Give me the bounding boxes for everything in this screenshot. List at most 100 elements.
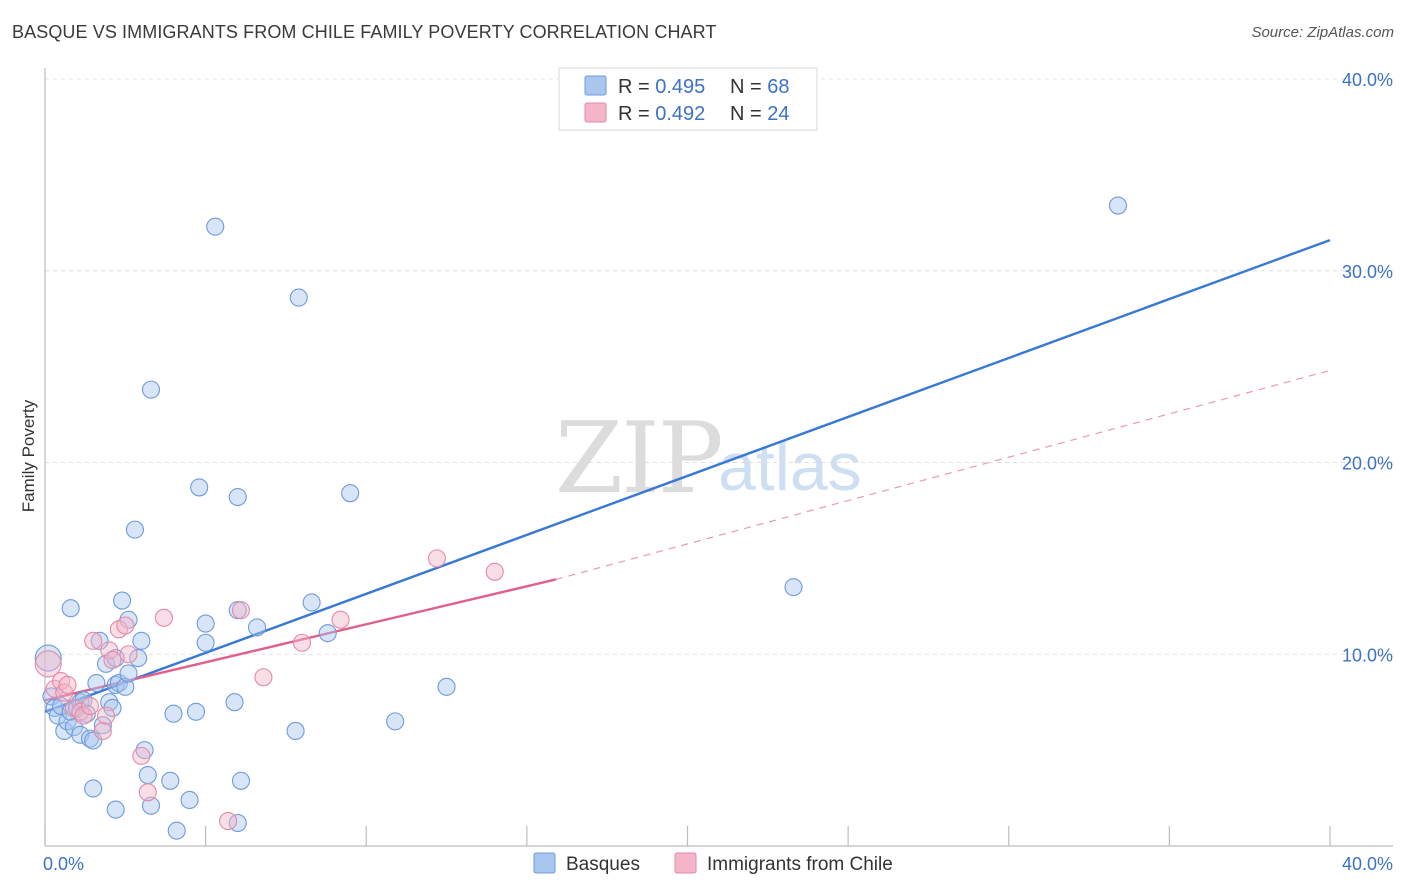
point-chile: [93, 721, 112, 741]
point-basques: [84, 779, 103, 798]
point-basques: [113, 591, 132, 610]
x-tick-label: 40.0%: [1342, 854, 1393, 874]
point-basques: [125, 520, 144, 539]
point-basques: [119, 664, 138, 683]
point-basques: [61, 599, 80, 618]
point-basques: [231, 771, 251, 790]
point-basques: [318, 624, 337, 643]
bottom-legend-swatch-basques: [533, 852, 556, 874]
point-chile: [331, 610, 350, 629]
point-basques: [132, 631, 151, 650]
legend-swatch-basques: [584, 75, 607, 96]
gridlines: [45, 78, 1393, 655]
point-basques: [93, 716, 112, 735]
legend-n-value-basques: 68: [767, 76, 789, 98]
legend-r-value-chile: 0.492: [655, 103, 705, 125]
legend-r-label-basques: R =: [618, 76, 655, 98]
point-basques: [164, 704, 183, 723]
point-basques: [84, 731, 103, 750]
point-basques: [141, 796, 161, 815]
legend-n-basques: N = 68: [730, 76, 790, 98]
legend-r-value-basques: 0.495: [655, 76, 705, 98]
point-basques: [161, 771, 180, 790]
watermark-atlas: atlas: [718, 429, 862, 505]
trend-line-basques: [44, 238, 1331, 713]
point-chile: [154, 608, 173, 627]
bottom-legend-label-chile: Immigrants from Chile: [707, 854, 893, 875]
bottom-legend-swatch-chile: [674, 852, 697, 874]
point-chile: [74, 706, 93, 725]
y-tick-label: 30.0%: [1342, 262, 1393, 282]
point-basques: [437, 677, 456, 696]
point-chile: [34, 650, 62, 678]
data-points: [34, 196, 1128, 840]
legend-r-label-chile: R =: [618, 103, 655, 125]
point-chile: [292, 633, 312, 652]
point-chile: [80, 696, 100, 716]
legend-swatch-chile: [584, 102, 607, 123]
legend-n-value-chile: 24: [767, 103, 789, 125]
point-chile: [485, 562, 504, 581]
chart-title: BASQUE VS IMMIGRANTS FROM CHILE FAMILY P…: [12, 22, 717, 42]
point-basques: [784, 578, 803, 597]
point-basques: [341, 484, 360, 503]
point-basques: [196, 633, 215, 652]
point-chile: [254, 668, 273, 687]
point-basques: [103, 698, 122, 717]
legend-n-chile: N = 24: [730, 103, 790, 125]
y-tick-label: 10.0%: [1342, 645, 1393, 665]
point-basques: [190, 478, 209, 497]
x-tick-label: 0.0%: [43, 854, 84, 874]
tick-labels: 10.0% 20.0% 30.0% 40.0% 0.0% 40.0%: [43, 70, 1393, 874]
source-label: Source: ZipAtlas.com: [1251, 24, 1394, 41]
point-chile: [58, 675, 77, 694]
watermark-zip: ZIP: [555, 402, 722, 516]
bottom-legend-label-basques: Basques: [566, 854, 640, 875]
legend-n-label-basques: N =: [730, 76, 767, 98]
point-basques: [225, 693, 244, 712]
point-basques: [106, 800, 125, 819]
point-basques: [228, 487, 247, 507]
top-legend: R = 0.495 N = 68 R = 0.492 N = 24: [558, 67, 818, 131]
point-basques: [386, 712, 405, 731]
y-tick-label: 20.0%: [1342, 454, 1393, 474]
y-tick-label: 40.0%: [1342, 70, 1393, 90]
point-chile: [231, 601, 251, 620]
point-basques: [186, 702, 206, 721]
point-basques: [135, 741, 154, 760]
point-basques: [247, 618, 267, 637]
point-chile: [132, 746, 151, 765]
point-basques: [302, 593, 321, 612]
legend-n-label-chile: N =: [730, 103, 767, 125]
point-basques: [100, 693, 119, 712]
legend-row-basques: R = 0.495: [618, 76, 705, 98]
axes: [44, 68, 1393, 847]
legend-row-chile: R = 0.492: [618, 103, 705, 125]
point-chile: [100, 641, 119, 660]
point-basques: [119, 610, 138, 629]
point-basques: [141, 380, 161, 399]
point-basques: [286, 721, 305, 741]
point-chile: [138, 783, 157, 802]
point-chile: [103, 650, 122, 670]
point-chile: [219, 812, 238, 831]
point-basques: [167, 821, 186, 840]
point-chile: [119, 645, 138, 664]
trend-line-chile-extension: [555, 369, 1331, 581]
point-chile: [427, 549, 446, 568]
point-basques: [87, 673, 106, 693]
point-chile: [96, 706, 116, 725]
point-basques: [138, 766, 157, 785]
point-basques: [34, 644, 62, 672]
point-chile: [84, 631, 103, 650]
point-basques: [206, 217, 225, 236]
point-basques: [116, 677, 135, 696]
point-basques: [1108, 196, 1128, 215]
bottom-legend: Basques Immigrants from Chile: [533, 852, 893, 875]
point-basques: [180, 790, 199, 810]
point-basques: [289, 288, 308, 307]
point-basques: [196, 614, 215, 633]
point-basques: [129, 649, 148, 668]
y-axis-title: Family Poverty: [19, 399, 38, 512]
